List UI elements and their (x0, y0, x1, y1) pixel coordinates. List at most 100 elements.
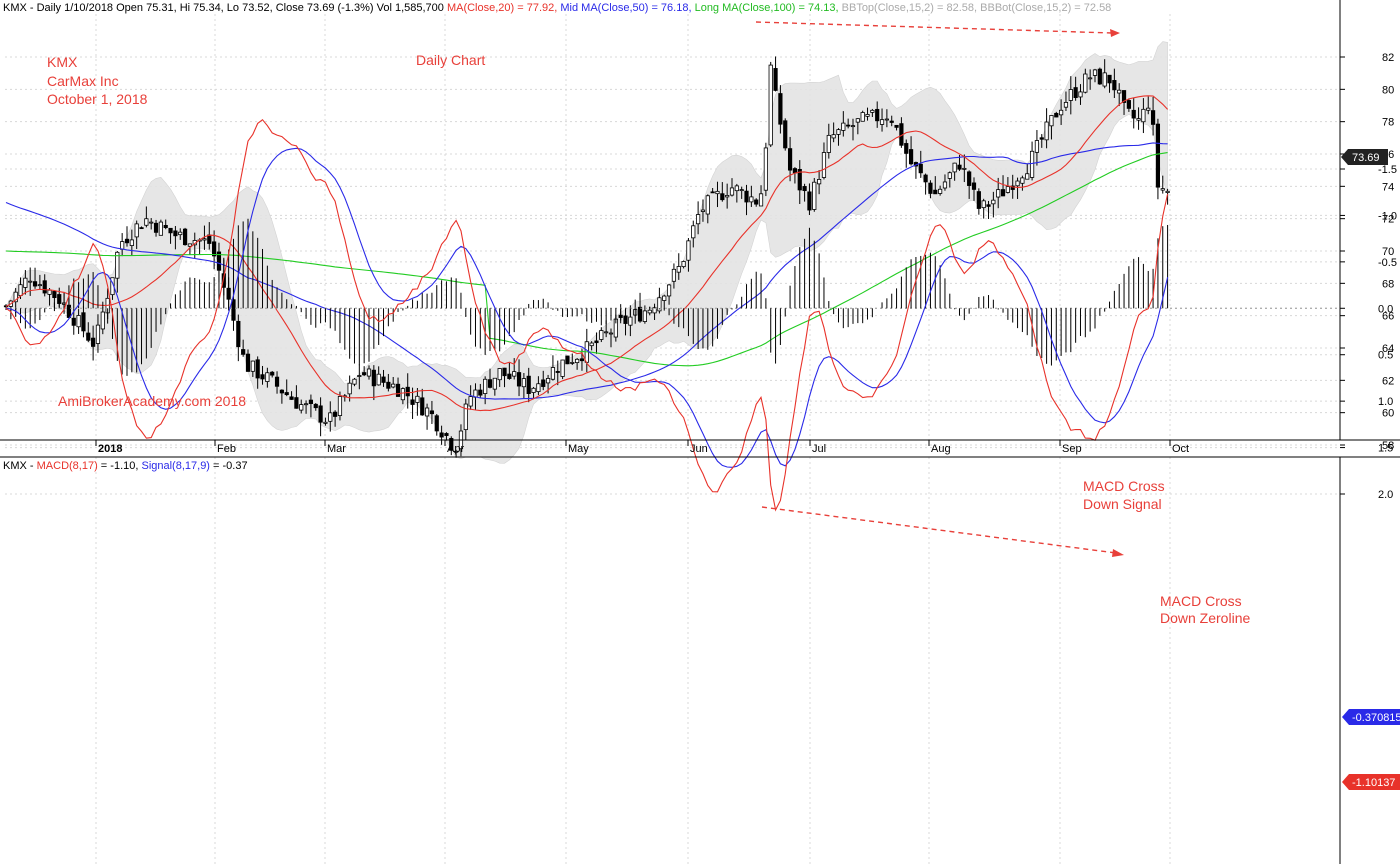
candle-body-down (405, 386, 410, 397)
candle (303, 400, 309, 414)
x-tick-label: Jul (812, 443, 826, 455)
header-ma50: Mid MA(Close,50) = 76.18, (560, 2, 694, 14)
candle (463, 398, 468, 441)
candle (575, 357, 580, 370)
candle (971, 177, 977, 201)
candle-body-down (792, 168, 798, 174)
candle (589, 341, 594, 351)
candle-body-up (23, 277, 28, 288)
price-tick-label: 64 (1382, 343, 1394, 355)
candle (328, 401, 333, 432)
candle (337, 391, 343, 421)
candle-body-up (681, 261, 686, 268)
candle (318, 397, 323, 437)
candle-body-up (250, 360, 255, 372)
candle-body-down (182, 228, 188, 246)
candle-body-up (850, 125, 856, 128)
macd-tick-label: -1.5 (1378, 164, 1397, 176)
candle-body-down (420, 397, 425, 416)
candle (163, 219, 168, 230)
candle-body-up (1102, 72, 1107, 87)
candle-body-down (294, 397, 299, 409)
candle (986, 200, 991, 219)
candle-body-up (725, 194, 730, 198)
x-tick-label: 2018 (98, 443, 122, 455)
candle-body-up (337, 396, 343, 416)
candle-body-up (28, 280, 33, 283)
price-tick-label: 68 (1382, 278, 1394, 290)
candle (241, 339, 246, 357)
price-header: KMX - Daily 1/10/2018 Open 75.31, Hi 75.… (3, 2, 1111, 14)
candle (802, 183, 807, 202)
macd-value-tag: -1.10137 (1342, 774, 1400, 790)
candle (826, 123, 831, 159)
candle-body-down (139, 227, 144, 230)
candle-body-up (560, 359, 565, 377)
candle (1136, 107, 1141, 130)
candle-body-up (134, 223, 139, 238)
candle-body-up (666, 284, 672, 297)
candle (710, 187, 715, 194)
candle (594, 332, 599, 354)
header-bbbot: BBBot(Close,15,2) = 72.58 (980, 2, 1111, 14)
candle-body-up (1165, 190, 1170, 193)
macd-trend-arrow (761, 506, 1117, 554)
candle-body-up (483, 378, 488, 394)
candle (933, 176, 938, 195)
candle (938, 185, 943, 196)
candle-body-up (424, 407, 430, 417)
candle (744, 184, 749, 216)
candle (478, 383, 483, 399)
candle-body-up (758, 193, 764, 207)
candle-body-up (608, 332, 614, 335)
candle-body-down (284, 392, 289, 396)
candle (860, 110, 865, 122)
candle-body-down (787, 148, 793, 171)
candle (187, 243, 193, 256)
candle-body-up (996, 189, 1001, 198)
last-price-tag: 73.69 (1341, 149, 1388, 165)
candle-body-up (454, 450, 459, 453)
candle-body-down (555, 371, 560, 373)
candle (1063, 91, 1069, 111)
candle (434, 413, 439, 436)
candle (299, 399, 304, 414)
candle-body-up (865, 114, 870, 117)
candle-body-down (516, 372, 522, 387)
candle-body-down (410, 399, 415, 405)
x-tick-label: Aug (931, 443, 951, 455)
candle-body-down (846, 124, 851, 127)
candle (526, 367, 531, 403)
candle (1068, 76, 1073, 115)
candle (449, 436, 454, 456)
candle (817, 170, 822, 195)
candle (555, 360, 560, 386)
candle (153, 219, 159, 237)
candle (444, 432, 449, 441)
candle-body-up (1005, 186, 1010, 193)
candle-body-up (415, 395, 420, 403)
candle-body-up (545, 378, 551, 384)
x-tick-label: Oct (1172, 443, 1189, 455)
ma100-line (5, 152, 1168, 367)
candle-body-down (807, 191, 812, 211)
candle-body-up (642, 310, 647, 322)
candle (1049, 114, 1054, 140)
candle (512, 358, 517, 380)
candle-body-down (86, 332, 91, 341)
candle-body-up (1141, 108, 1146, 123)
x-tick-label: Sep (1062, 443, 1082, 455)
candle (720, 182, 725, 202)
candle (870, 108, 875, 118)
candle-body-up (1136, 118, 1141, 121)
candle (1034, 130, 1040, 166)
cross-zero-line1: MACD Cross (1160, 593, 1242, 609)
candle (182, 227, 188, 246)
candle-body-down (720, 193, 725, 201)
candle (541, 370, 546, 391)
candle-body-down (444, 433, 449, 436)
macd-header-value: = -1.10, (98, 460, 142, 472)
candle (333, 410, 338, 427)
candle (1112, 68, 1117, 98)
candle (773, 56, 778, 92)
